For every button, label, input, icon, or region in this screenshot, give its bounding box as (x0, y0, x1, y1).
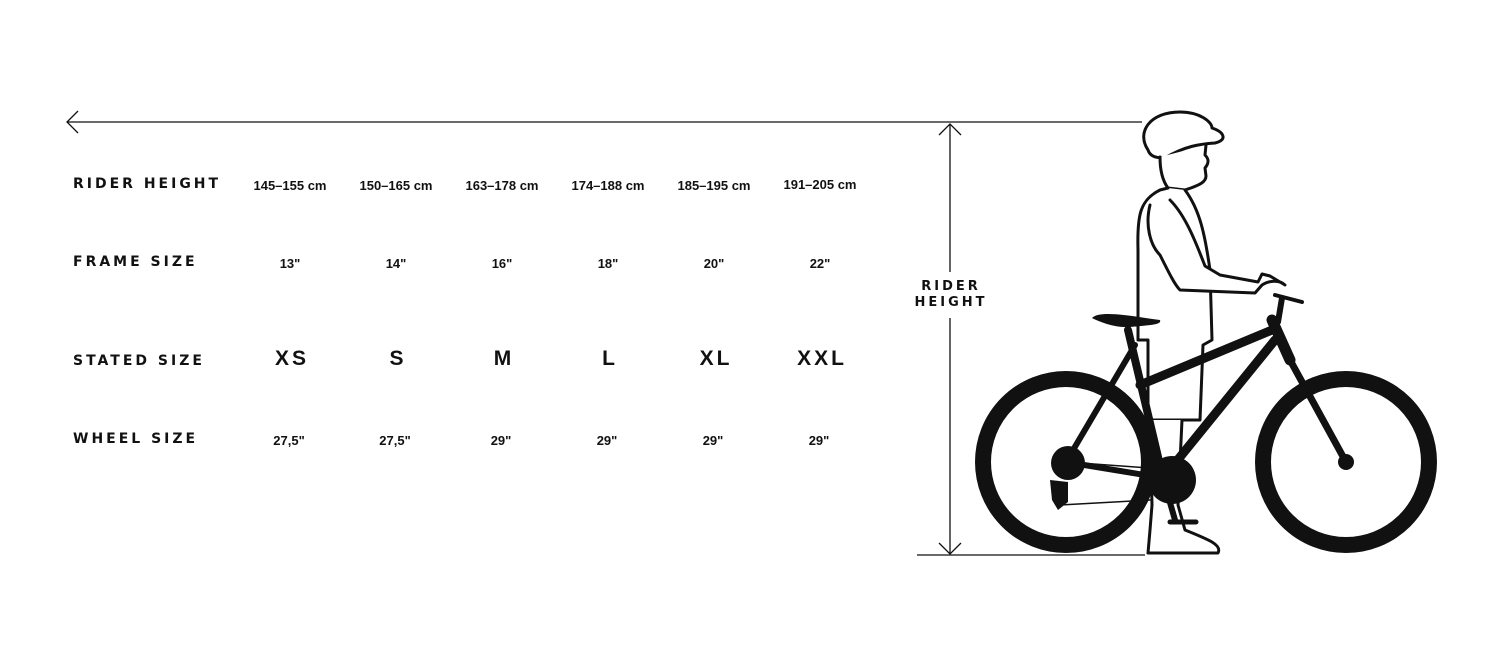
wheel-size-cell: 29" (596, 433, 618, 448)
stated-size-cell: M (493, 347, 515, 370)
chainring-icon (1148, 456, 1196, 504)
frame-size-cell: 22" (809, 256, 831, 271)
rider-height-cell: 150–165 cm (359, 178, 433, 193)
frame-size-cell: 14" (385, 256, 407, 271)
wheel-size-cell: 29" (808, 433, 830, 448)
frame-size-cell: 13" (279, 256, 301, 271)
rider-height-annotation: RIDER HEIGHT (900, 279, 1002, 311)
wheel-size-cell: 29" (702, 433, 724, 448)
arrow-left-icon (66, 110, 79, 134)
rider-height-cell: 191–205 cm (783, 177, 857, 192)
rider-height-cell: 145–155 cm (253, 178, 327, 193)
saddle-icon (1092, 314, 1161, 328)
cassette-icon (1051, 446, 1085, 480)
rider-height-label-line1: RIDER (921, 279, 981, 294)
row-label-rider-height: RIDER HEIGHT (73, 176, 222, 192)
rider-height-cell: 174–188 cm (571, 178, 645, 193)
frame-size-cell: 18" (597, 256, 619, 271)
wheel-size-cell: 29" (490, 433, 512, 448)
wheel-size-cell: 27,5" (273, 433, 305, 448)
derailleur-icon (1050, 480, 1068, 510)
front-wheel-icon (1255, 371, 1437, 553)
stated-size-cell: S (389, 347, 407, 370)
stated-size-cell: XXL (797, 347, 847, 370)
rider-height-cell: 163–178 cm (465, 178, 539, 193)
row-label-frame-size: FRAME SIZE (73, 254, 198, 270)
rider-height-cell: 185–195 cm (677, 178, 751, 193)
arrow-up-icon (938, 123, 962, 136)
frame-size-cell: 16" (491, 256, 513, 271)
front-hub-icon (1338, 454, 1354, 470)
stated-size-cell: XL (699, 347, 733, 370)
bicycle-illustration (975, 293, 1437, 553)
frame-size-cell: 20" (703, 256, 725, 271)
rear-wheel-icon (975, 371, 1157, 553)
stated-size-cell: XS (274, 347, 309, 370)
stated-size-cell: L (602, 347, 618, 370)
row-label-stated-size: STATED SIZE (73, 353, 205, 369)
row-label-wheel-size: WHEEL SIZE (73, 431, 199, 447)
rider-height-label-line2: HEIGHT (914, 295, 988, 310)
arrow-down-icon (938, 542, 962, 555)
measurement-lines (66, 110, 1145, 556)
wheel-size-cell: 27,5" (379, 433, 411, 448)
